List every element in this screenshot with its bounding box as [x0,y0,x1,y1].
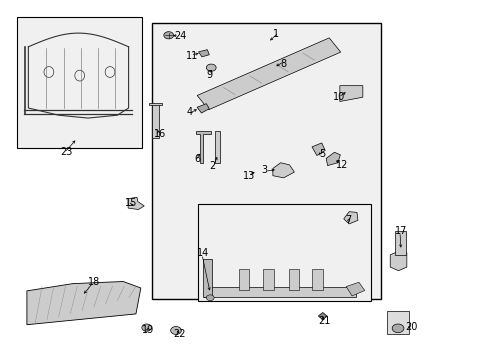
Text: 16: 16 [154,129,166,139]
Text: 19: 19 [142,325,154,335]
Polygon shape [339,86,362,102]
Text: 5: 5 [319,149,325,159]
Text: 18: 18 [88,276,101,287]
Text: 10: 10 [332,92,345,102]
Text: 2: 2 [209,161,215,171]
Polygon shape [318,312,326,320]
Bar [203,259,212,297]
Text: 17: 17 [394,226,407,236]
Text: 20: 20 [405,321,417,332]
Bar [215,131,220,163]
Polygon shape [343,212,357,224]
Text: 12: 12 [335,159,348,170]
Bar [151,104,159,138]
Polygon shape [272,163,294,178]
Circle shape [142,324,151,331]
Polygon shape [311,143,325,156]
Bar [151,23,381,299]
Bar [17,17,142,148]
Text: 8: 8 [280,59,286,69]
Bar [386,311,408,334]
Text: 21: 21 [317,316,330,326]
Bar [288,269,299,290]
Circle shape [170,327,181,334]
Text: 4: 4 [186,107,192,117]
Text: 9: 9 [206,70,212,80]
Bar [238,269,249,290]
Text: 3: 3 [261,165,266,175]
Polygon shape [197,38,340,110]
Bar [149,103,162,105]
Bar [263,269,273,290]
Text: 11: 11 [185,51,198,61]
Circle shape [206,295,214,301]
Polygon shape [197,104,209,113]
Polygon shape [198,50,209,57]
Polygon shape [346,282,364,296]
Circle shape [391,324,403,333]
Bar [394,231,405,255]
Text: 6: 6 [194,154,200,164]
Text: 7: 7 [345,215,350,225]
Text: 22: 22 [173,329,186,339]
Text: 23: 23 [60,147,72,157]
Text: 14: 14 [196,248,209,258]
Circle shape [206,64,216,71]
Bar [204,287,355,297]
Text: 24: 24 [173,31,186,41]
Polygon shape [195,131,211,163]
Polygon shape [27,282,141,325]
Bar [198,204,370,301]
Polygon shape [389,251,406,271]
Text: 1: 1 [273,29,279,39]
Polygon shape [128,197,144,210]
Bar [311,269,322,290]
Text: 15: 15 [124,198,137,208]
Text: 13: 13 [243,171,255,181]
Polygon shape [325,152,340,166]
Circle shape [163,32,173,39]
